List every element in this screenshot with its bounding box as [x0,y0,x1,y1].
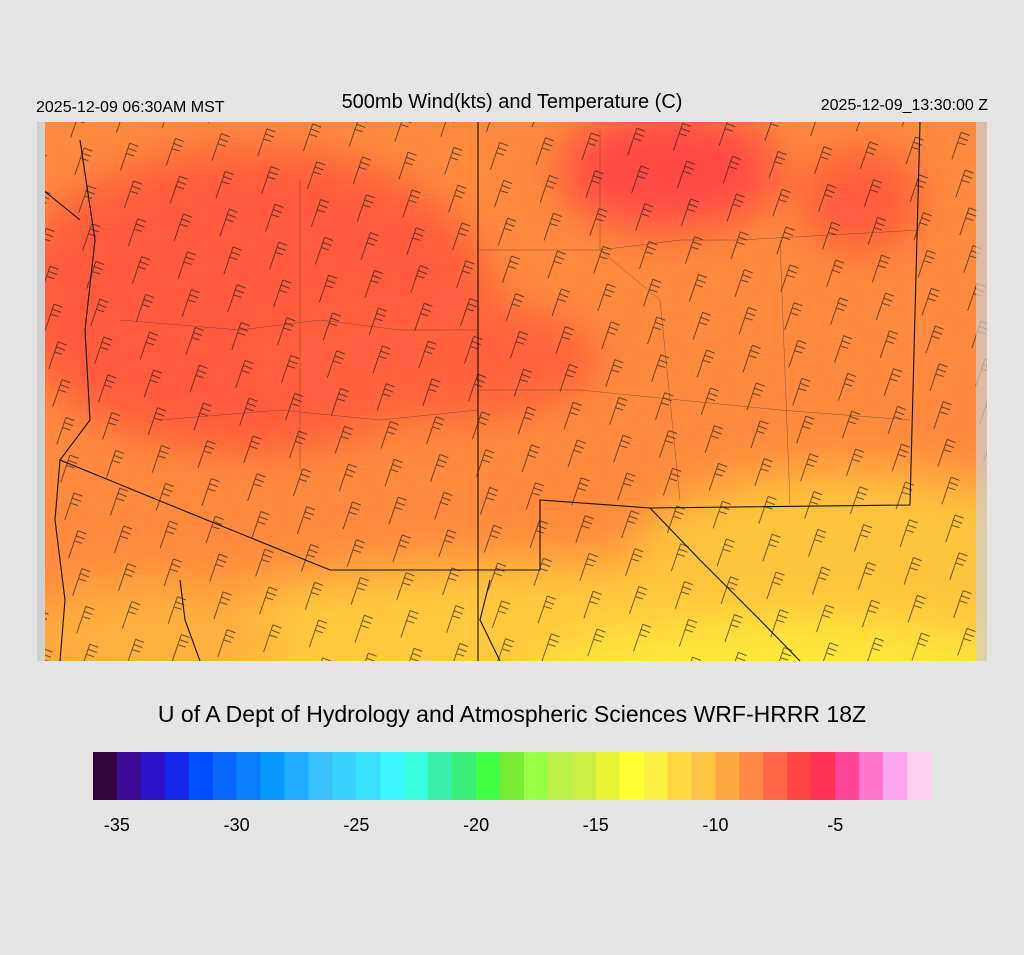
colorbar-swatch [380,752,405,800]
colorbar-swatch [835,752,860,800]
colorbar-tick-label: -5 [827,815,843,835]
edge [37,122,45,661]
colorbar-swatch [404,752,429,800]
colorbar-swatch [859,752,884,800]
edge [976,122,987,661]
colorbar-swatch [284,752,309,800]
colorbar-swatch [164,752,190,800]
colorbar-swatch [811,752,836,800]
colorbar-swatch [260,752,286,800]
county-borders [119,130,921,506]
colorbar-tick-label: -20 [463,815,489,835]
colorbar-swatch [715,752,740,800]
colorbar-tick-label: -10 [703,815,729,835]
valid-time-utc: 2025-12-09_13:30:00 Z [821,97,988,114]
colorbar-swatch [907,752,932,800]
colorbar-swatch [500,752,525,800]
colorbar-swatch [116,752,142,800]
colorbar-swatch [595,752,621,800]
colorbar-tick-label: -15 [583,815,609,835]
map-title: 500mb Wind(kts) and Temperature (C) [342,91,683,113]
credit: U of A Dept of Hydrology and Atmospheric… [158,701,866,727]
colorbar-swatch [140,752,166,800]
colorbar-swatch [571,752,597,800]
colorbar-swatch [547,752,573,800]
colorbar-swatch [667,752,693,800]
colorbar-swatch [883,752,908,800]
colorbar-swatch [93,752,118,800]
colorbar-swatch [188,752,214,800]
colorbar-swatch [212,752,238,800]
colorbar-swatch [332,752,357,800]
map [37,122,987,661]
colorbar-swatch [619,752,645,800]
colorbar-swatch [739,752,764,800]
colorbar-swatch [452,752,477,800]
colorbar-tick-label: -30 [224,815,250,835]
colorbar-swatch [523,752,549,800]
colorbar-swatch [236,752,262,800]
valid-time-local: 2025-12-09 06:30AM MST [36,99,225,116]
wind-barbs [37,122,987,661]
colorbar-swatch [476,752,501,800]
state-borders [37,122,921,661]
colorbar-swatch [691,752,717,800]
colorbar-swatch [356,752,381,800]
colorbar-swatch [308,752,333,800]
colorbar-swatch [787,752,812,800]
colorbar-swatch [643,752,669,800]
colorbar: -35 -30 -25 -20 -15 -10 -5 [93,752,932,835]
colorbar-swatch [428,752,453,800]
colorbar-swatch [763,752,788,800]
colorbar-tick-label: -25 [343,815,369,835]
colorbar-tick-label: -35 [104,815,130,835]
